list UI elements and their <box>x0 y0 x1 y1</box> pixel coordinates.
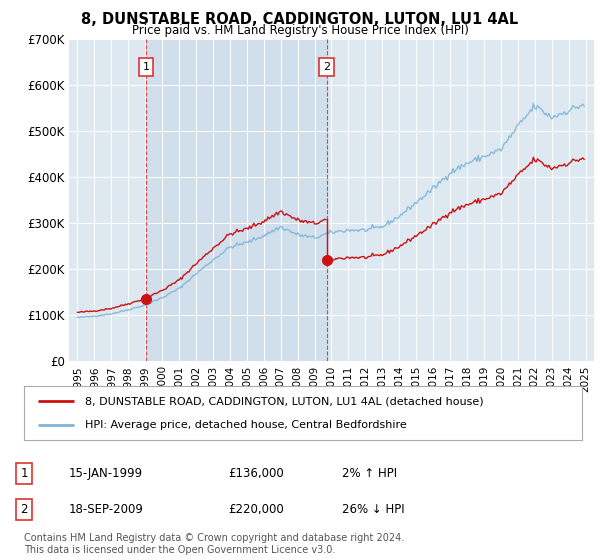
Text: 15-JAN-1999: 15-JAN-1999 <box>69 466 143 480</box>
Bar <box>146 39 326 361</box>
Text: 26% ↓ HPI: 26% ↓ HPI <box>342 503 404 516</box>
Text: Price paid vs. HM Land Registry's House Price Index (HPI): Price paid vs. HM Land Registry's House … <box>131 24 469 36</box>
Text: 8, DUNSTABLE ROAD, CADDINGTON, LUTON, LU1 4AL (detached house): 8, DUNSTABLE ROAD, CADDINGTON, LUTON, LU… <box>85 396 484 407</box>
Text: 2: 2 <box>20 503 28 516</box>
Text: 8, DUNSTABLE ROAD, CADDINGTON, LUTON, LU1 4AL: 8, DUNSTABLE ROAD, CADDINGTON, LUTON, LU… <box>82 12 518 27</box>
Text: £220,000: £220,000 <box>228 503 284 516</box>
Text: HPI: Average price, detached house, Central Bedfordshire: HPI: Average price, detached house, Cent… <box>85 419 407 430</box>
Text: 2: 2 <box>323 62 330 72</box>
Text: 2% ↑ HPI: 2% ↑ HPI <box>342 466 397 480</box>
Text: £136,000: £136,000 <box>228 466 284 480</box>
Text: 18-SEP-2009: 18-SEP-2009 <box>69 503 144 516</box>
Text: 1: 1 <box>142 62 149 72</box>
Text: 1: 1 <box>20 466 28 480</box>
Text: Contains HM Land Registry data © Crown copyright and database right 2024.
This d: Contains HM Land Registry data © Crown c… <box>24 533 404 555</box>
